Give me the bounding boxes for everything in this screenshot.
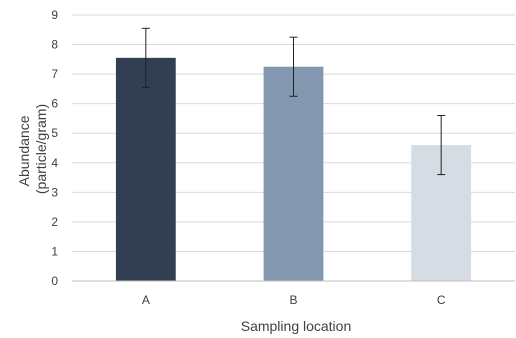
y-tick-labels: 0 1 2 3 4 5 6 7 8 9: [51, 8, 58, 288]
x-axis-title: Sampling location: [241, 318, 352, 334]
bar-b: [263, 66, 324, 281]
bar-a: [115, 57, 176, 281]
y-tick-label: 6: [51, 97, 58, 111]
y-axis-title: Abundance (particle/gram): [16, 104, 49, 194]
error-bar-a: [141, 27, 150, 88]
y-tick-label: 2: [51, 215, 58, 229]
bars: [115, 57, 472, 281]
x-tick-labels: A B C: [142, 293, 446, 307]
error-bar-c: [437, 114, 446, 176]
y-tick-label: 7: [51, 67, 58, 81]
y-tick-label: 8: [51, 38, 58, 52]
error-bars: [141, 27, 446, 176]
y-tick-label: 1: [51, 244, 58, 258]
x-tick-label: A: [142, 293, 150, 307]
y-axis-title-line-1: Abundance: [16, 115, 32, 186]
x-tick-label: B: [289, 293, 297, 307]
y-tick-label: 3: [51, 185, 58, 199]
y-tick-label: 0: [51, 274, 58, 288]
y-axis-title-line-2: (particle/gram): [33, 104, 49, 194]
x-tick-label: C: [437, 293, 446, 307]
y-tick-label: 5: [51, 126, 58, 140]
y-tick-label: 4: [51, 156, 58, 170]
error-bar-b: [289, 36, 298, 97]
y-tick-label: 9: [51, 8, 58, 22]
